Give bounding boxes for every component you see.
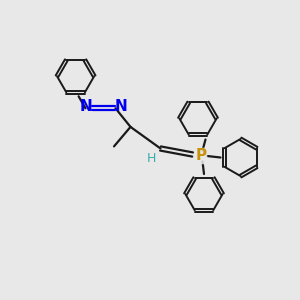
Text: H: H: [147, 152, 156, 165]
Text: N: N: [80, 99, 93, 114]
Text: P: P: [195, 148, 207, 164]
Text: N: N: [115, 99, 128, 114]
